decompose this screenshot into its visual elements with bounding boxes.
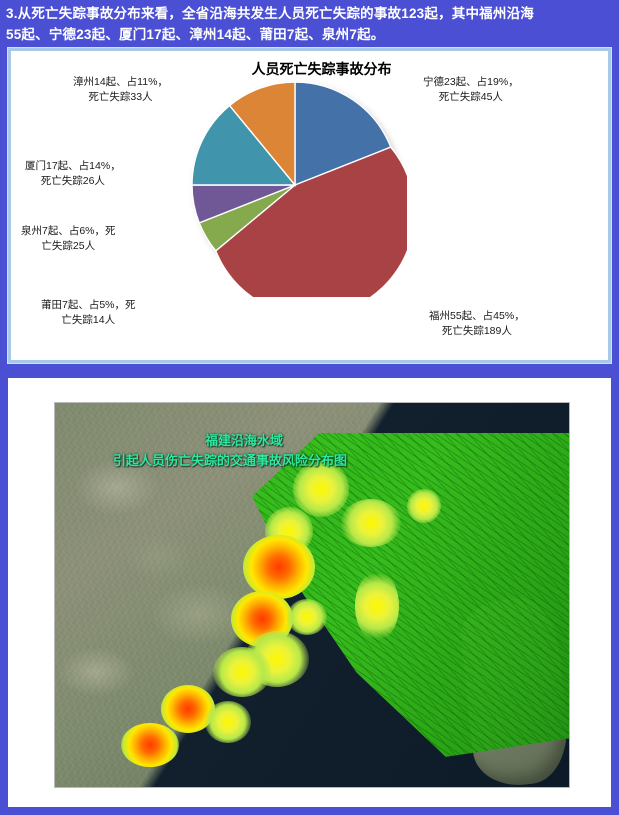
pie-slices: [191, 81, 407, 297]
map-hotspot-ningde: [293, 461, 349, 517]
pie-slice-zhangzhou[interactable]: [228, 81, 296, 187]
pie-label-ningde-line2: 死亡失踪45人: [438, 91, 503, 104]
pie-label-quanzhou-line1: 泉州7起、占6%，死: [21, 225, 116, 237]
pie-label-fuzhou-line1: 福州55起、占45%，: [429, 310, 525, 322]
pie-label-zhangzhou-line1: 漳州14起、占11%，: [73, 76, 168, 88]
pie-chart-panel: 人员死亡失踪事故分布: [8, 48, 611, 363]
pie-label-ningde-line1: 宁德23起、占19%，: [423, 76, 519, 88]
pie-slice-xiamen[interactable]: [191, 104, 297, 186]
map-hotspot-mid-sea: [287, 599, 327, 635]
pie-label-xiamen: 厦门17起、占14%， 死亡失踪26人: [25, 159, 121, 189]
header-line-1: 3.从死亡失踪事故分布来看，全省沿海共发生人员死亡失踪的事故123起，其中福州沿…: [6, 6, 534, 21]
pie-label-putian: 莆田7起、占5%，死 亡失踪14人: [41, 298, 136, 328]
risk-map-image[interactable]: 福建沿海水域 引起人员伤亡失踪的交通事故风险分布图: [54, 402, 570, 788]
pie-label-quanzhou: 泉州7起、占6%，死 亡失踪25人: [21, 224, 116, 254]
pie-label-quanzhou-line2: 亡失踪25人: [41, 240, 96, 253]
map-title: 福建沿海水域 引起人员伤亡失踪的交通事故风险分布图: [113, 431, 347, 470]
pie-slice-fuzhou[interactable]: [214, 146, 407, 297]
pie-chart: [189, 79, 407, 307]
map-title-line2: 引起人员伤亡失踪的交通事故风险分布图: [113, 452, 348, 468]
pie-label-putian-line2: 亡失踪14人: [61, 314, 116, 327]
map-hotspot-quanzhou: [213, 647, 271, 697]
map-hotspot-offshore-1: [341, 499, 401, 547]
map-hotspot-south-1: [205, 701, 251, 743]
slide-header-text: 3.从死亡失踪事故分布来看，全省沿海共发生人员死亡失踪的事故123起，其中福州沿…: [6, 4, 614, 46]
pie-label-putian-line1: 莆田7起、占5%，死: [41, 299, 136, 311]
map-hotspot-zhangzhou: [121, 723, 179, 767]
pie-label-xiamen-line2: 死亡失踪26人: [40, 175, 105, 188]
pie-label-fuzhou: 福州55起、占45%， 死亡失踪189人: [429, 309, 525, 339]
header-line-2: 55起、宁德23起、厦门17起、漳州14起、莆田7起、泉州7起。: [6, 26, 385, 42]
pie-label-ningde: 宁德23起、占19%， 死亡失踪45人: [423, 75, 519, 105]
map-hotspot-far-east: [407, 489, 441, 523]
pie-label-xiamen-line1: 厦门17起、占14%，: [25, 160, 121, 172]
map-hotspot-offshore-2: [355, 571, 399, 641]
risk-map-panel: 福建沿海水域 引起人员伤亡失踪的交通事故风险分布图: [8, 378, 611, 807]
map-title-line1: 福建沿海水域: [205, 433, 284, 448]
pie-label-zhangzhou: 漳州14起、占11%， 死亡失踪33人: [73, 75, 168, 105]
map-hotspot-fuzhou: [243, 535, 315, 599]
pie-label-fuzhou-line2: 死亡失踪189人: [441, 325, 512, 338]
pie-label-zhangzhou-line2: 死亡失踪33人: [88, 91, 153, 104]
pie-slice-ningde[interactable]: [294, 81, 392, 187]
chart-title: 人员死亡失踪事故分布: [251, 61, 392, 77]
